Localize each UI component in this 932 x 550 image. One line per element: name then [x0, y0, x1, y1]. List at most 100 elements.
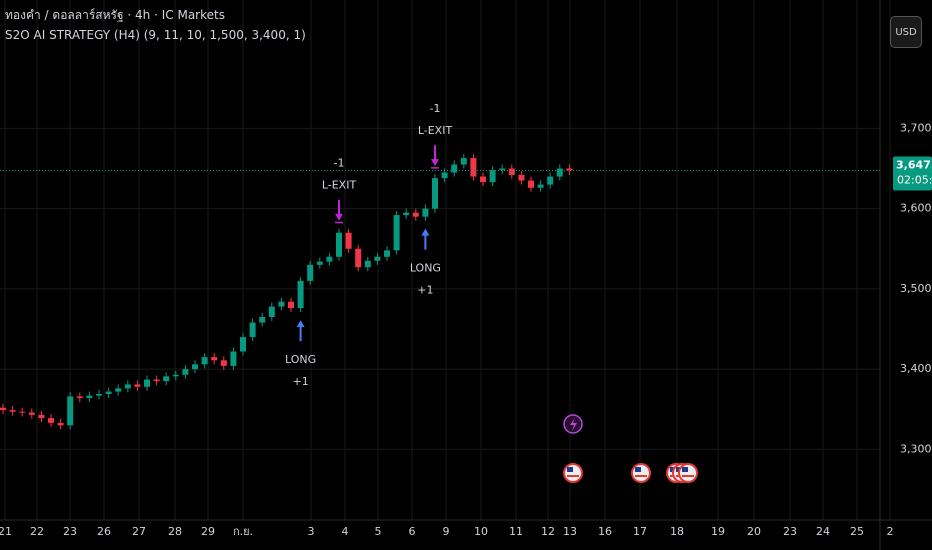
candle-body	[316, 261, 323, 265]
x-tick-label: ก.ย.	[233, 525, 253, 538]
candle-body	[153, 379, 160, 382]
candle-body	[76, 396, 83, 399]
candle-body	[412, 212, 419, 217]
signal-type: LONG	[285, 353, 316, 366]
x-tick-label: 23	[783, 525, 797, 538]
event-icon	[635, 467, 641, 472]
y-tick-label: 3,500.00	[900, 282, 932, 295]
x-tick-label: 25	[850, 525, 864, 538]
candle-body	[508, 168, 515, 175]
event-icon	[570, 418, 577, 431]
candle-body	[556, 168, 563, 177]
candle-body	[288, 301, 294, 309]
candle-body	[249, 322, 256, 338]
candle-body	[364, 260, 371, 268]
candle-body	[451, 164, 458, 173]
candle-body	[384, 250, 390, 257]
signal-size: +1	[417, 284, 433, 297]
candle-body	[211, 357, 218, 361]
candle-body	[470, 158, 477, 177]
x-tick-label: 18	[670, 525, 684, 538]
x-tick-label: 20	[747, 525, 761, 538]
x-tick-label: 10	[474, 525, 488, 538]
candle-body	[124, 384, 131, 389]
x-tick-label: 22	[30, 525, 44, 538]
candle-body	[460, 158, 467, 165]
candle-body	[499, 168, 506, 171]
candle-body	[489, 170, 496, 183]
x-tick-label: 9	[443, 525, 450, 538]
event-icon	[563, 463, 583, 483]
candle-body	[57, 422, 64, 426]
candle-body	[96, 394, 102, 396]
x-tick-label: 23	[63, 525, 77, 538]
candle-body	[518, 174, 525, 181]
candle-body	[307, 264, 314, 281]
candle-body	[480, 176, 486, 183]
x-tick-label: 12	[541, 525, 555, 538]
signal-type: L-EXIT	[418, 124, 453, 137]
x-tick-label: 5	[375, 525, 382, 538]
candle-body	[201, 357, 208, 365]
indicator-label: S2O AI STRATEGY (H4) (9, 11, 10, 1,500, …	[5, 28, 306, 42]
exit-arrow	[335, 199, 343, 224]
currency-button[interactable]: USD	[890, 16, 922, 48]
candle-body	[297, 280, 304, 309]
y-tick-label: 3,400.00	[900, 362, 932, 375]
x-tick-label: 11	[509, 525, 523, 538]
candle-body	[374, 256, 381, 261]
countdown: 02:05:51	[897, 173, 932, 186]
x-tick-label: 24	[816, 525, 830, 538]
candle-body	[144, 379, 150, 387]
x-tick-label: 4	[342, 525, 349, 538]
x-tick-label: 21	[0, 525, 12, 538]
candle-body	[432, 178, 438, 209]
candle-body	[134, 384, 141, 387]
candle-body	[537, 184, 544, 188]
event-icon	[567, 475, 579, 477]
candle-body	[547, 176, 554, 185]
candle-body	[278, 301, 285, 307]
candle-body	[48, 418, 54, 423]
event-icon	[678, 463, 698, 483]
candle-body	[240, 337, 246, 352]
y-tick-label: 3,600.00	[900, 202, 932, 215]
candle-body	[19, 411, 26, 413]
candle-body	[115, 388, 122, 392]
x-tick-label: 17	[633, 525, 647, 538]
candle-body	[336, 232, 342, 257]
x-tick-label: 2	[887, 525, 894, 538]
candle-body	[86, 395, 93, 399]
x-tick-label: 28	[168, 525, 182, 538]
candle-body	[105, 391, 112, 395]
candle-body	[9, 410, 16, 412]
signal-size: -1	[334, 157, 345, 170]
candle-body	[528, 180, 534, 188]
last-price-label: 3,647.59	[896, 158, 932, 171]
candle-body	[345, 232, 352, 249]
candle-body	[67, 396, 74, 426]
candle-body	[192, 364, 198, 370]
long-arrow	[421, 228, 430, 250]
x-tick-label: 6	[409, 525, 416, 538]
event-icon	[682, 475, 694, 477]
candle-body	[230, 351, 237, 366]
candle-body	[393, 215, 400, 251]
signal-size: -1	[430, 102, 441, 115]
candle-body	[268, 306, 275, 317]
signal-type: LONG	[410, 262, 441, 275]
candle-body	[163, 376, 170, 382]
candle-body	[182, 369, 189, 375]
x-tick-label: 26	[97, 525, 111, 538]
candle-body	[326, 256, 333, 262]
candle-body	[355, 248, 362, 268]
x-tick-label: 27	[132, 525, 146, 538]
candle-body	[172, 374, 179, 377]
event-icon	[631, 463, 651, 483]
price-label-bg	[893, 156, 932, 191]
x-tick-label: 3	[308, 525, 315, 538]
event-icon	[635, 475, 647, 477]
x-tick-label: 16	[598, 525, 612, 538]
candle-body	[566, 168, 573, 171]
